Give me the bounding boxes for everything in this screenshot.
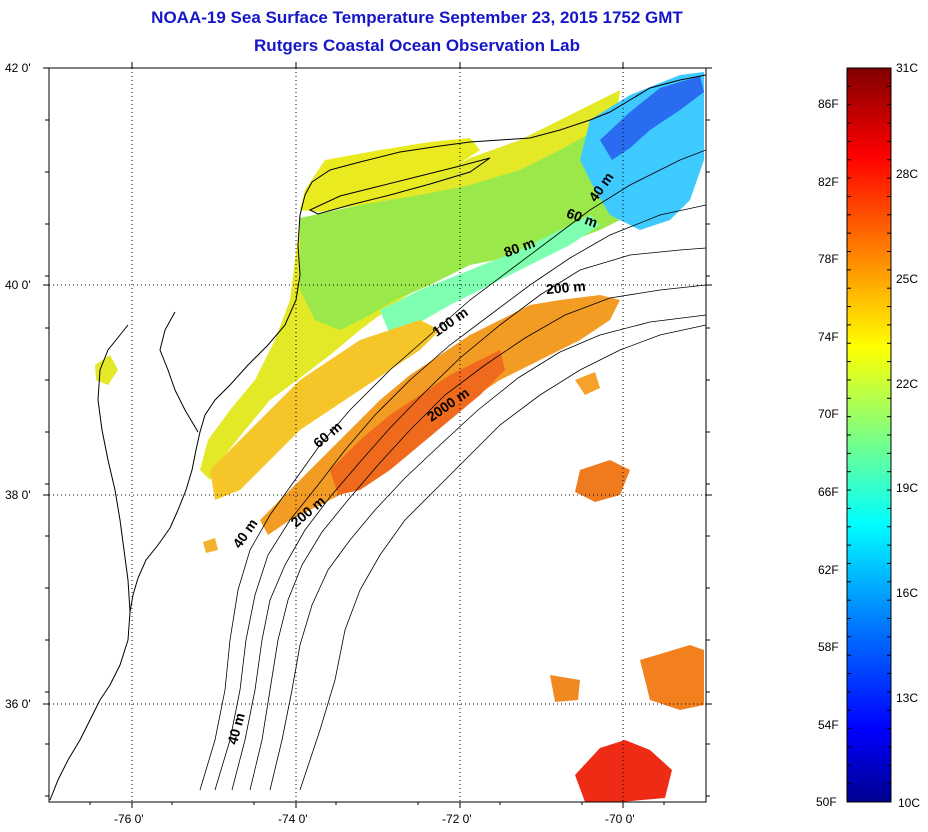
colorbar-f-82: 82F <box>818 175 839 189</box>
colorbar-f-62: 62F <box>818 563 839 577</box>
sst-patch-mint <box>380 215 600 335</box>
colorbar-gradient <box>846 67 892 803</box>
sst-data-layer <box>95 72 704 802</box>
colorbar-c-28: 28C <box>896 167 919 181</box>
colorbar-c-16: 16C <box>896 586 919 600</box>
sst-patch-bay <box>95 355 118 385</box>
sst-patch-east-3 <box>550 675 580 702</box>
sst-patch-south-red <box>575 740 672 802</box>
isobath-2000m <box>299 324 706 791</box>
lat-label-38: 38 0' <box>5 488 31 502</box>
isobath-200m <box>269 314 706 791</box>
sst-patch-small-1 <box>203 538 218 553</box>
lat-label-36: 36 0' <box>5 697 31 711</box>
lon-label-70: -70 0' <box>605 812 635 826</box>
isobath-label-40m-far: 40 m <box>224 711 248 746</box>
colorbar-c-25: 25C <box>896 272 919 286</box>
colorbar-f-86: 86F <box>818 97 839 111</box>
colorbar-c-31: 31C <box>896 61 919 75</box>
coastline-main <box>129 74 706 613</box>
coastline-delaware <box>159 311 199 433</box>
sst-patch-orange-shelf <box>210 320 440 500</box>
lon-label-76: -76 0' <box>114 812 144 826</box>
isobath-80m <box>231 247 706 791</box>
isobath-layer <box>199 149 706 791</box>
coastline-chesapeake <box>97 324 131 613</box>
coastline-long-island <box>308 157 491 215</box>
isobath-40m <box>199 149 706 791</box>
colorbar-f-78: 78F <box>818 252 839 266</box>
sst-patch-east-1 <box>575 460 630 502</box>
colorbar-c-22: 22C <box>896 377 919 391</box>
lon-label-74: -74 0' <box>278 812 308 826</box>
coastline-nc <box>49 611 131 801</box>
sst-patch-blue <box>600 76 704 160</box>
chart-subtitle: Rutgers Coastal Ocean Observation Lab <box>254 36 580 55</box>
lat-label-42: 42 0' <box>5 61 31 75</box>
sst-patch-yellow-bight <box>300 138 480 212</box>
lat-label-40: 40 0' <box>5 278 31 292</box>
isobath-100m <box>249 284 706 791</box>
colorbar-ticks <box>847 67 891 785</box>
lon-label-72: -72 0' <box>442 812 472 826</box>
colorbar-c-13: 13C <box>896 691 919 705</box>
colorbar-f-74: 74F <box>818 330 839 344</box>
colorbar-c-19: 19C <box>896 481 919 495</box>
coastline-layer <box>49 74 706 801</box>
chart-title: NOAA-19 Sea Surface Temperature Septembe… <box>151 8 683 27</box>
colorbar-f-50: 50F <box>816 795 837 809</box>
colorbar-f-58: 58F <box>818 640 839 654</box>
isobath-60m <box>214 204 706 791</box>
colorbar-c-10: 10C <box>898 796 921 810</box>
sst-patch-east-4 <box>640 645 704 710</box>
isobath-label-200m-e: 200 m <box>545 278 586 297</box>
map-frame <box>48 67 707 803</box>
colorbar-f-70: 70F <box>818 407 839 421</box>
sst-patch-east-2 <box>575 372 600 395</box>
colorbar-f-66: 66F <box>818 485 839 499</box>
grid-lines <box>49 68 706 802</box>
axis-ticks <box>43 62 712 808</box>
colorbar-f-54: 54F <box>818 718 839 732</box>
